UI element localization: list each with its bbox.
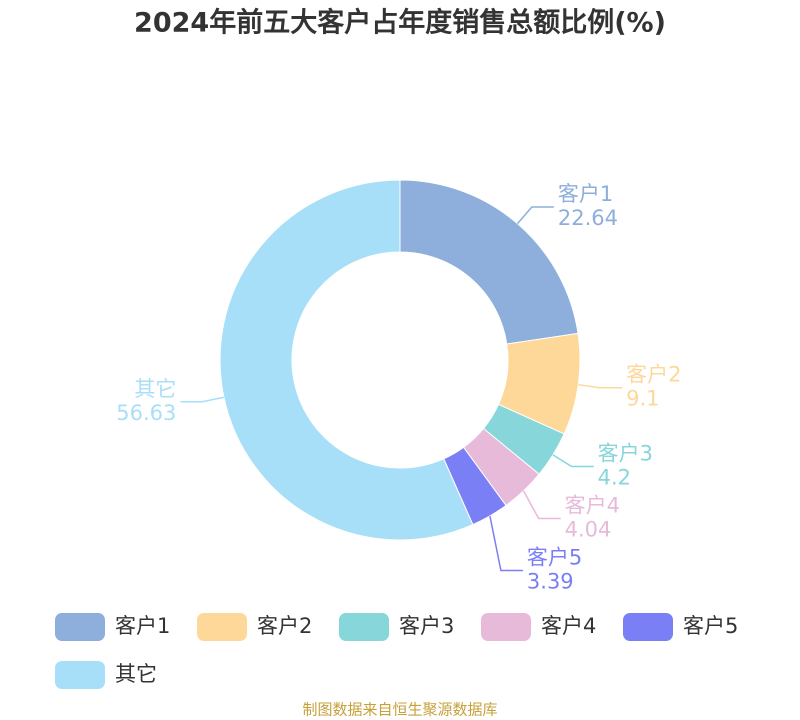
slice-label: 其它 bbox=[134, 377, 176, 401]
legend-swatch bbox=[623, 613, 673, 641]
donut-slice bbox=[399, 179, 579, 345]
slice-label: 客户2 bbox=[626, 363, 681, 387]
legend-label: 客户1 bbox=[115, 614, 170, 638]
slice-value: 22.64 bbox=[558, 206, 618, 230]
slice-label: 客户5 bbox=[527, 546, 582, 570]
legend-label: 客户3 bbox=[399, 614, 454, 638]
slice-label: 客户4 bbox=[565, 494, 620, 518]
chart-title: 2024年前五大客户占年度销售总额比例(%) bbox=[134, 7, 666, 39]
leader-line bbox=[552, 454, 594, 468]
legend-label: 客户5 bbox=[683, 614, 738, 638]
leader-line bbox=[180, 396, 225, 403]
slice-value: 4.04 bbox=[565, 518, 612, 542]
legend-label: 客户2 bbox=[257, 614, 312, 638]
legend-swatch bbox=[55, 613, 105, 641]
legend-swatch bbox=[481, 613, 531, 641]
slice-value: 4.2 bbox=[598, 466, 631, 490]
leader-line bbox=[516, 206, 554, 225]
leader-line bbox=[489, 515, 523, 572]
slice-value: 56.63 bbox=[116, 401, 176, 425]
legend-swatch bbox=[197, 613, 247, 641]
slice-value: 9.1 bbox=[626, 387, 659, 411]
source-note: 制图数据来自恒生聚源数据库 bbox=[302, 701, 497, 719]
legend-label: 其它 bbox=[115, 662, 157, 686]
leader-line bbox=[578, 383, 623, 389]
legend-swatch bbox=[55, 661, 105, 689]
leader-line bbox=[522, 490, 561, 520]
donut-slice bbox=[219, 179, 474, 541]
legend-swatch bbox=[339, 613, 389, 641]
slice-value: 3.39 bbox=[527, 570, 574, 594]
slice-label: 客户3 bbox=[598, 442, 653, 466]
slice-label: 客户1 bbox=[558, 182, 613, 206]
legend-label: 客户4 bbox=[541, 614, 596, 638]
